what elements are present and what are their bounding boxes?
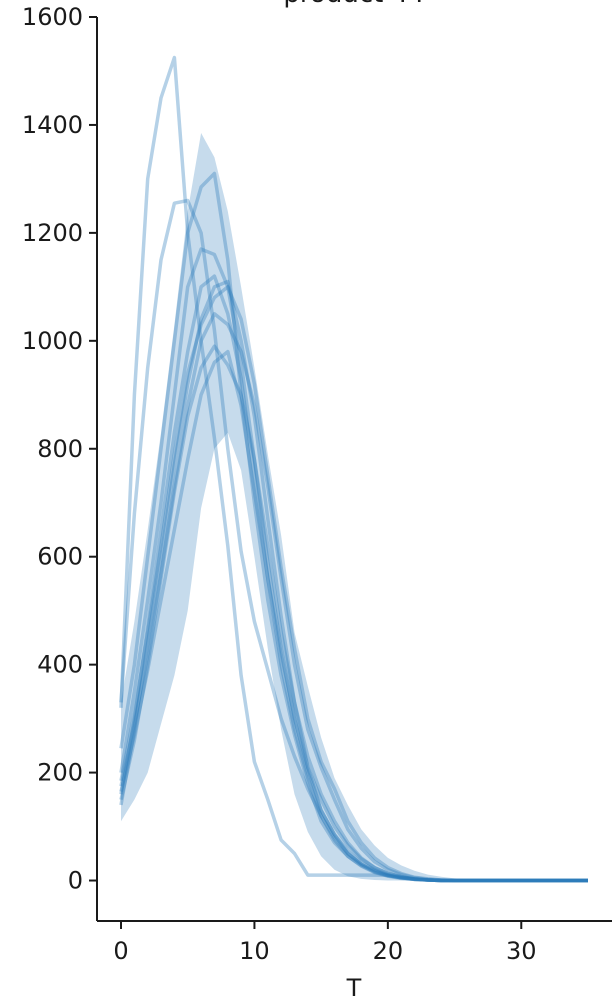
x-tick-label: 30: [506, 937, 537, 965]
confidence-band: [121, 133, 588, 881]
y-tick-label: 1400: [22, 111, 83, 139]
series-line-4: [119, 247, 588, 883]
y-tick-label: 200: [37, 759, 83, 787]
series-line-2: [119, 198, 588, 883]
y-tick-label: 0: [68, 867, 83, 895]
series-line-1: [119, 55, 588, 883]
series-line-10: [119, 349, 588, 883]
series-line-6: [119, 279, 588, 883]
x-axis-label: T: [346, 974, 362, 999]
series-line-3: [119, 171, 588, 883]
x-tick-label: 20: [373, 937, 404, 965]
y-tick-label: 800: [37, 435, 83, 463]
series-line-8: [119, 285, 588, 883]
y-tick-label: 600: [37, 543, 83, 571]
y-tick-label: 1000: [22, 327, 83, 355]
chart-title: product 44: [283, 0, 424, 9]
y-tick-label: 1200: [22, 219, 83, 247]
y-tick-label: 400: [37, 651, 83, 679]
y-tick-label: 1600: [22, 3, 83, 31]
x-tick-label: 10: [239, 937, 270, 965]
series-line-9: [119, 344, 588, 883]
series-line-7: [119, 312, 588, 883]
series-line-5: [119, 274, 588, 883]
x-tick-label: 0: [113, 937, 128, 965]
